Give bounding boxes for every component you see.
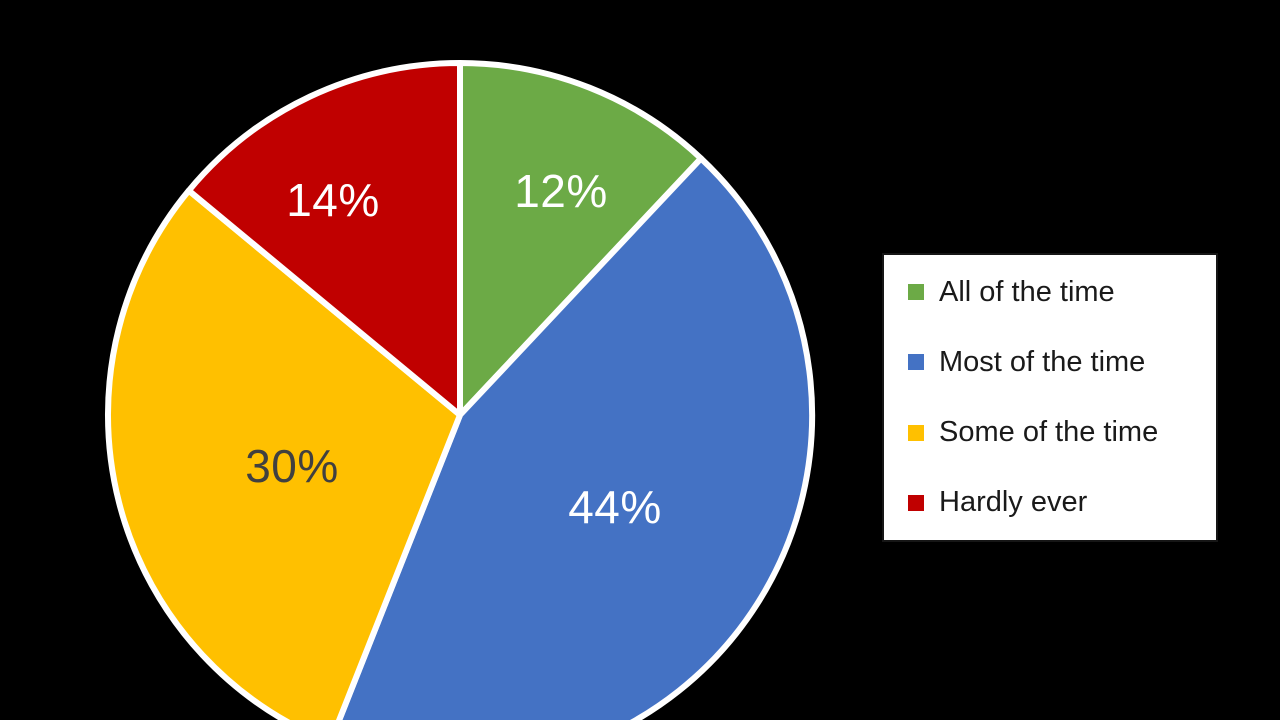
legend-item-all-of-the-time: All of the time (884, 275, 1216, 308)
legend-label: All of the time (939, 275, 1115, 308)
legend-label: Most of the time (939, 345, 1146, 378)
legend-label: Some of the time (939, 416, 1159, 449)
slice-label-most-of-the-time: 44% (568, 481, 662, 533)
legend-label: Hardly ever (939, 486, 1088, 519)
pie-slice-1 (336, 155, 816, 720)
legend-swatch-hardly-ever (908, 494, 924, 511)
legend-item-most-of-the-time: Most of the time (884, 345, 1216, 378)
legend-swatch-some-of-the-time (908, 424, 924, 441)
slice-label-hardly-ever: 14% (286, 174, 380, 226)
legend-item-hardly-ever: Hardly ever (884, 488, 1216, 517)
pie-slice-3 (185, 60, 463, 418)
legend-swatch-all-of-the-time (908, 284, 924, 301)
pie-slice-0 (457, 60, 704, 418)
slice-label-some-of-the-time: 30% (245, 440, 339, 492)
legend-swatch-most-of-the-time (908, 354, 924, 371)
pie-slice-2 (105, 187, 463, 720)
slice-label-all-of-the-time: 12% (514, 165, 608, 217)
legend-item-some-of-the-time: Some of the time (884, 418, 1216, 447)
legend: All of the time Most of the time Some of… (882, 253, 1218, 542)
